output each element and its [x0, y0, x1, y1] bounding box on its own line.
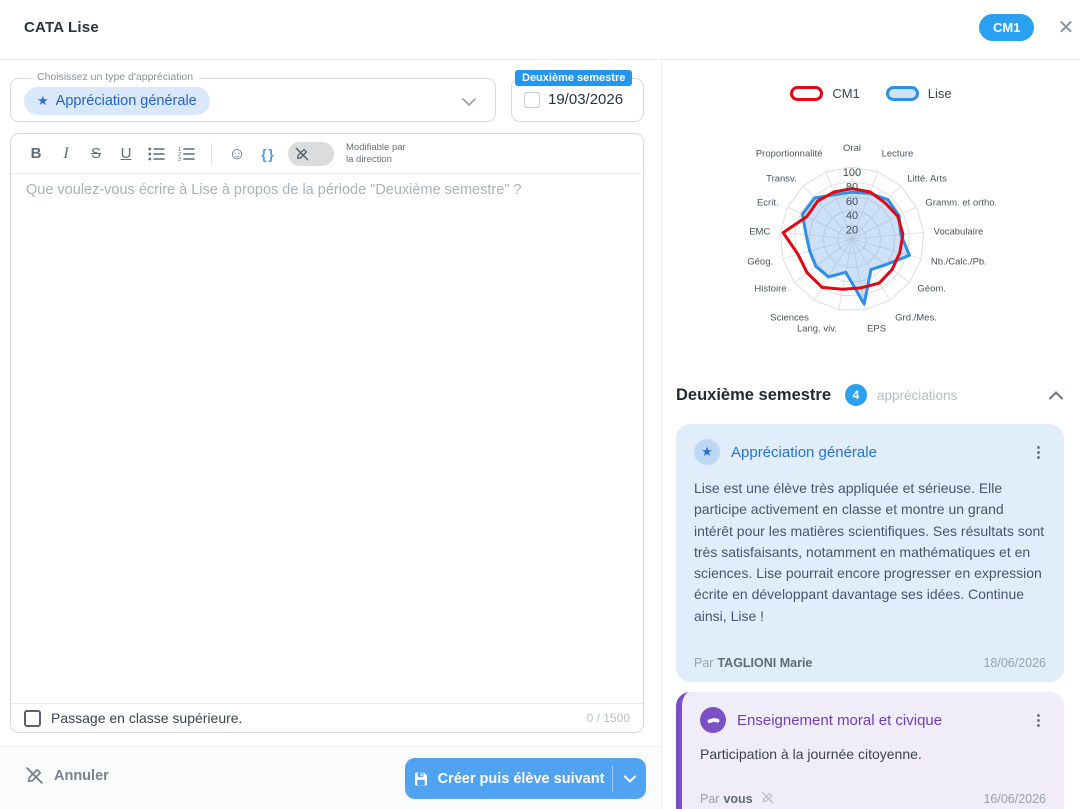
- svg-text:3: 3: [178, 157, 181, 161]
- handshake-icon: [700, 707, 726, 733]
- svg-text:Transv.: Transv.: [766, 173, 797, 184]
- card-date: 16/06/2026: [983, 792, 1046, 806]
- emoji-button[interactable]: ☺: [228, 143, 246, 163]
- strikethrough-button[interactable]: S: [90, 145, 101, 162]
- selected-type-label: Appréciation générale: [55, 93, 197, 109]
- italic-button[interactable]: I: [63, 144, 69, 162]
- toolbar-separator: [211, 142, 212, 165]
- svg-text:Géog.: Géog.: [747, 256, 773, 267]
- close-icon[interactable]: ✕: [1057, 16, 1075, 39]
- svg-text:Vocabulaire: Vocabulaire: [934, 226, 984, 237]
- action-bar: Annuler Créer puis élève suivant: [0, 746, 661, 809]
- appreciation-card-emc: Enseignement moral et civique ⋮ Particip…: [676, 692, 1064, 809]
- chart-legend: CM1 Lise: [662, 86, 1080, 101]
- promotion-label: Passage en classe supérieure.: [51, 710, 243, 726]
- appreciation-count-badge: 4: [845, 384, 868, 406]
- appreciation-count-suffix: appréciations: [877, 387, 958, 403]
- star-icon: ★: [37, 93, 49, 108]
- svg-text:Grd./Mes.: Grd./Mes.: [895, 313, 937, 324]
- date-field[interactable]: Deuxième semestre 19/03/2026: [511, 70, 644, 122]
- star-icon: ★: [694, 439, 720, 465]
- chevron-up-icon[interactable]: [1048, 390, 1064, 401]
- semester-section-header[interactable]: Deuxième semestre 4 appréciations: [676, 381, 1064, 409]
- svg-text:Lang. viv.: Lang. viv.: [797, 324, 837, 335]
- svg-text:Oral: Oral: [843, 143, 861, 154]
- card-title: Enseignement moral et civique: [737, 711, 943, 729]
- period-badge: Deuxième semestre: [515, 70, 633, 86]
- cancel-label: Annuler: [54, 767, 109, 784]
- svg-text:60: 60: [846, 196, 858, 208]
- card-title: Appréciation générale: [731, 443, 877, 461]
- legend-item-lise[interactable]: Lise: [885, 86, 952, 101]
- submit-button[interactable]: Créer puis élève suivant: [405, 758, 612, 799]
- pen-slash-icon: [26, 767, 43, 784]
- underline-button[interactable]: U: [120, 145, 132, 162]
- svg-text:20: 20: [846, 225, 858, 237]
- appreciation-card-generale: ★ Appréciation générale ⋮ Lise est une é…: [676, 424, 1064, 682]
- appreciation-type-select[interactable]: Choisissez un type d'appréciation ★ Appr…: [10, 71, 496, 122]
- save-icon: [414, 772, 427, 785]
- submit-split-button[interactable]: Créer puis élève suivant: [405, 758, 646, 799]
- page-title: CATA Lise: [24, 19, 99, 36]
- svg-text:Histoire: Histoire: [754, 283, 786, 294]
- button-separator: [612, 765, 613, 792]
- author-prefix: Par: [694, 656, 714, 670]
- author-name: TAGLIONI Marie: [717, 656, 813, 670]
- card-body: Lise est une élève très appliquée et sér…: [694, 480, 1045, 624]
- editor-footer: Passage en classe supérieure. 0 / 1500: [11, 703, 643, 732]
- selected-type-chip[interactable]: ★ Appréciation générale: [24, 87, 210, 115]
- cancel-button[interactable]: Annuler: [24, 765, 109, 786]
- bullet-list-button[interactable]: [143, 141, 169, 167]
- svg-text:Gramm. et ortho.: Gramm. et ortho.: [925, 197, 997, 208]
- char-counter: 0 / 1500: [586, 711, 630, 725]
- svg-text:Lecture: Lecture: [882, 149, 914, 160]
- calendar-checkbox-icon[interactable]: [524, 91, 540, 108]
- svg-text:80: 80: [846, 181, 858, 193]
- legend-item-cm1[interactable]: CM1: [790, 86, 860, 101]
- variables-button[interactable]: { }: [261, 145, 274, 162]
- select-label: Choisissez un type d'appréciation: [31, 71, 200, 83]
- card-date: 18/06/2026: [983, 656, 1046, 670]
- submit-options-button[interactable]: [613, 758, 646, 799]
- svg-text:Ecrit.: Ecrit.: [757, 197, 779, 208]
- svg-text:Proportionnalité: Proportionnalité: [756, 149, 823, 160]
- date-value[interactable]: 19/03/2026: [548, 91, 624, 108]
- kebab-menu-icon[interactable]: ⋮: [1031, 444, 1046, 461]
- pen-slash-icon: [760, 790, 775, 808]
- svg-text:Sciences: Sciences: [770, 313, 809, 324]
- promotion-checkbox[interactable]: [24, 709, 41, 727]
- svg-text:Nb./Calc./Pb.: Nb./Calc./Pb.: [931, 256, 987, 267]
- chevron-down-icon[interactable]: [461, 95, 477, 113]
- svg-text:1: 1: [178, 147, 181, 153]
- svg-text:Litté. Arts: Litté. Arts: [907, 173, 947, 184]
- pen-slash-icon: [292, 144, 312, 164]
- svg-text:EPS: EPS: [867, 324, 886, 335]
- class-badge: CM1: [979, 14, 1035, 41]
- svg-text:EMC: EMC: [749, 226, 770, 237]
- author-name: vous: [723, 792, 753, 806]
- svg-text:2: 2: [178, 152, 181, 158]
- svg-text:Géom.: Géom.: [917, 283, 946, 294]
- card-body: Participation à la journée citoyenne.: [700, 746, 922, 762]
- kebab-menu-icon[interactable]: ⋮: [1031, 712, 1046, 729]
- semester-title: Deuxième semestre: [676, 385, 832, 404]
- cm1-swatch: [790, 86, 824, 101]
- editor-placeholder[interactable]: Que voulez-vous écrire à Lise à propos d…: [26, 182, 522, 198]
- author-prefix: Par: [700, 792, 720, 806]
- chevron-down-icon: [623, 775, 636, 783]
- bold-button[interactable]: B: [30, 145, 42, 162]
- modifiable-toggle[interactable]: [288, 141, 334, 166]
- svg-text:40: 40: [846, 210, 858, 222]
- svg-text:100: 100: [843, 167, 861, 179]
- submit-label: Créer puis élève suivant: [437, 770, 605, 787]
- panel-divider: [661, 60, 662, 809]
- modifiable-label: Modifiable par la direction: [346, 142, 406, 165]
- lise-swatch: [885, 86, 919, 101]
- radar-chart: 100 80 60 40 20 Oral Lecture Litté. Arts Gramm. …: [662, 134, 1080, 350]
- modal-header: CATA Lise CM1 ✕: [0, 0, 1080, 60]
